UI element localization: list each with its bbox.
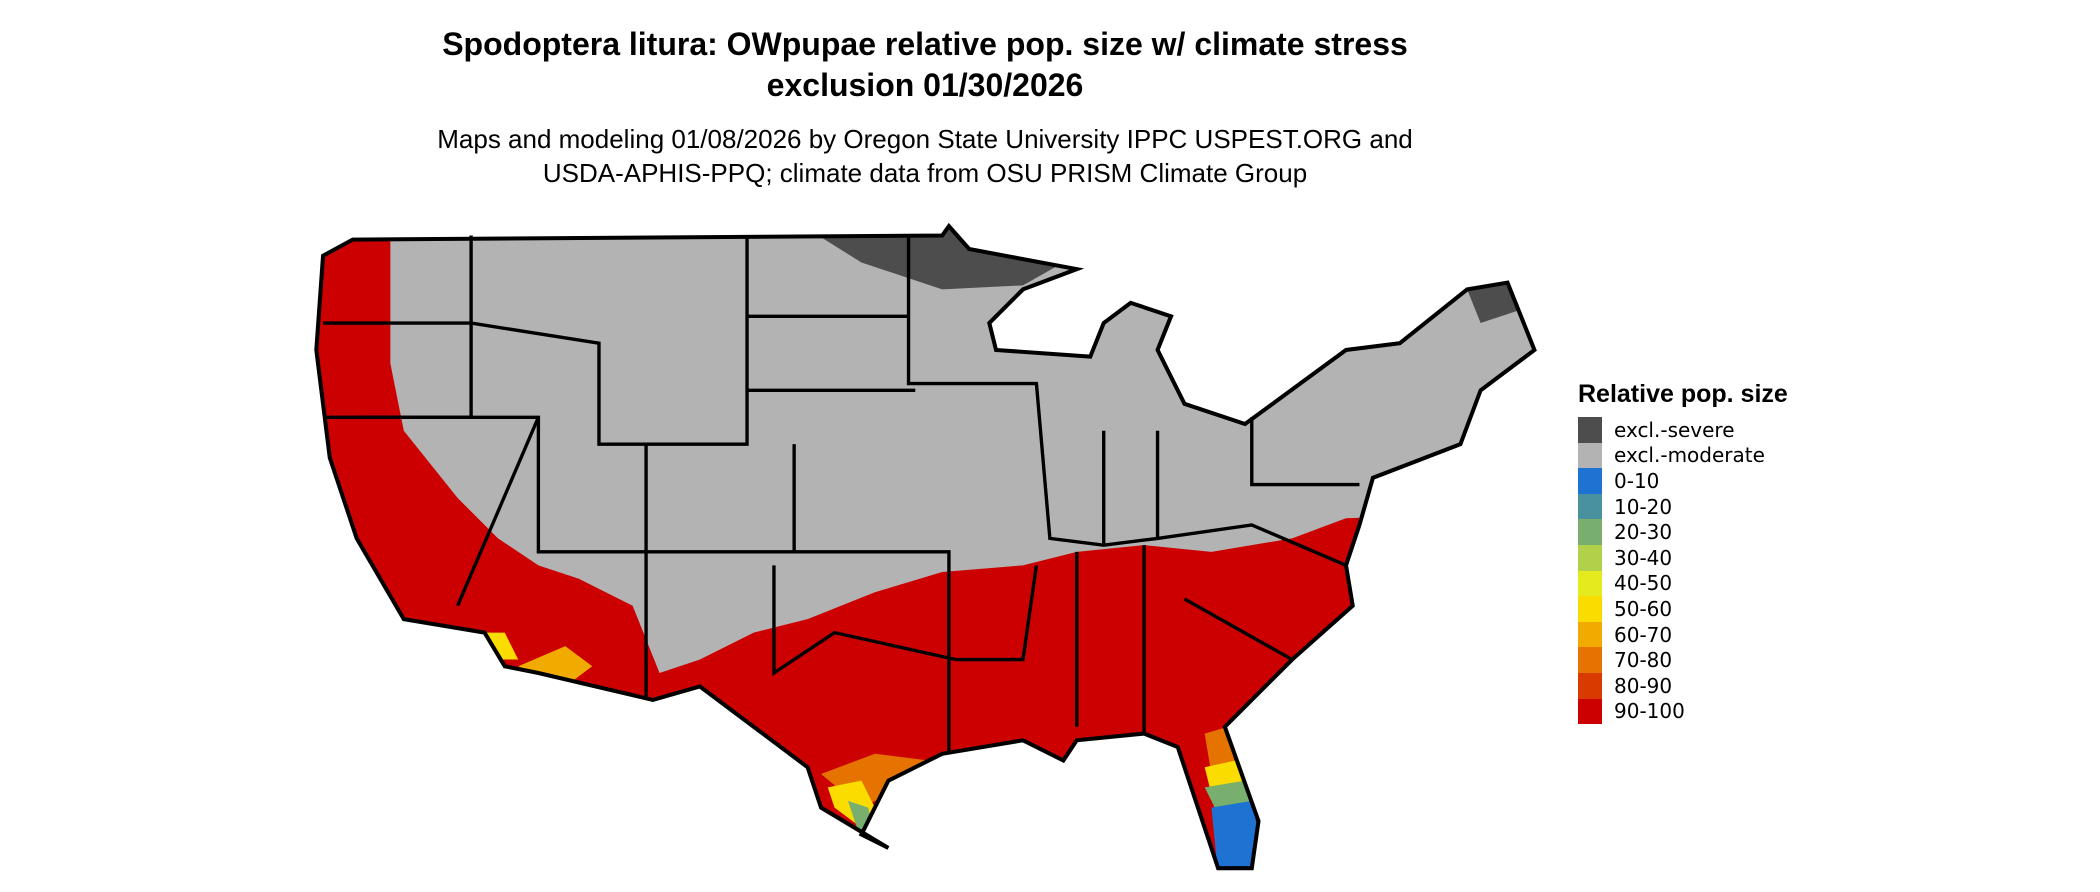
legend-title: Relative pop. size — [1578, 380, 1788, 408]
legend-swatch — [1578, 493, 1602, 520]
legend-entry: 50-60 — [1578, 596, 1788, 622]
legend-swatch — [1578, 596, 1602, 622]
legend-swatch — [1578, 647, 1602, 673]
legend-label: 40-50 — [1614, 571, 1673, 596]
legend-label: 30-40 — [1614, 545, 1673, 570]
legend-swatch — [1578, 672, 1602, 699]
legend-swatch — [1578, 442, 1602, 469]
us-map — [269, 215, 1561, 888]
legend-swatch — [1578, 544, 1602, 571]
legend-entry: 70-80 — [1578, 647, 1788, 673]
legend-entry: 20-30 — [1578, 519, 1788, 545]
legend-swatch — [1578, 698, 1602, 725]
legend-label: 60-70 — [1614, 622, 1673, 647]
map-title: Spodoptera litura: OWpupae relative pop.… — [442, 26, 1408, 103]
legend-label: 50-60 — [1614, 596, 1673, 621]
legend-entry: 80-90 — [1578, 672, 1788, 699]
legend-label: 70-80 — [1614, 648, 1673, 673]
legend-entry: 30-40 — [1578, 544, 1788, 571]
map-subtitle: Maps and modeling 01/08/2026 by Oregon S… — [437, 124, 1413, 188]
legend-swatch — [1578, 519, 1602, 545]
legend-label: 80-90 — [1614, 673, 1673, 698]
legend-label: excl.-moderate — [1614, 443, 1765, 468]
legend-swatch — [1578, 621, 1602, 648]
legend-swatch — [1578, 468, 1602, 494]
legend-swatch — [1578, 570, 1602, 597]
legend-entry: excl.-moderate — [1578, 442, 1788, 469]
legend-label: 10-20 — [1614, 494, 1673, 519]
legend-label: 0-10 — [1614, 468, 1660, 493]
legend-entry: 10-20 — [1578, 493, 1788, 520]
legend-entry: 40-50 — [1578, 570, 1788, 597]
legend-entry: 90-100 — [1578, 698, 1788, 725]
legend-label: 90-100 — [1614, 699, 1685, 724]
legend-entry: 60-70 — [1578, 621, 1788, 648]
legend-label: excl.-severe — [1614, 417, 1735, 442]
legend-entry: excl.-severe — [1578, 417, 1788, 443]
legend-entry: 0-10 — [1578, 468, 1788, 494]
legend-swatch — [1578, 417, 1602, 443]
legend-label: 20-30 — [1614, 520, 1673, 545]
legend: Relative pop. size excl.-severe excl.-mod… — [1578, 380, 1788, 725]
